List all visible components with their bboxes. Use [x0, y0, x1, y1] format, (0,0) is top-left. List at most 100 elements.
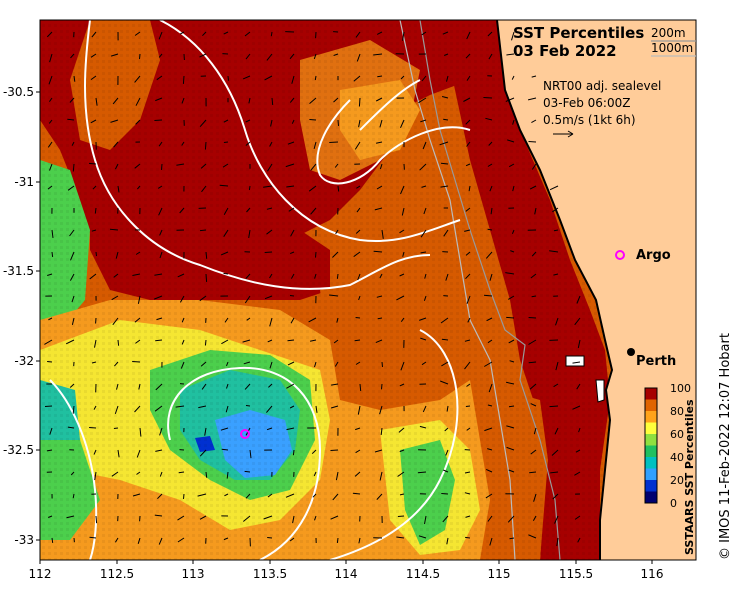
current-vector [379, 163, 383, 170]
current-vector [398, 427, 405, 433]
current-vector [488, 383, 493, 393]
argo-float-marker-ocean [240, 429, 250, 439]
x-tick-label: 115 [488, 567, 511, 581]
current-vector [199, 119, 207, 128]
current-vector [488, 53, 493, 60]
current-vector [508, 469, 515, 473]
current-vector [266, 53, 273, 61]
current-vector [396, 536, 405, 539]
current-vector [466, 31, 471, 40]
current-vector [381, 229, 384, 239]
current-vector [90, 75, 97, 81]
current-vector [177, 515, 185, 521]
current-vector [554, 515, 559, 524]
plot-frame [39, 19, 697, 561]
current-vector [201, 185, 207, 193]
current-vector [114, 405, 119, 415]
current-vector [443, 118, 449, 121]
current-vector [95, 97, 98, 106]
current-vector [244, 470, 251, 473]
current-vector [242, 339, 251, 343]
current-vector [159, 471, 163, 477]
colorbar-swatch [645, 445, 657, 458]
current-vector [373, 250, 383, 253]
current-vector [332, 251, 339, 258]
current-vector [505, 97, 515, 102]
current-vector [113, 273, 119, 278]
current-scale: 0.5m/s (1kt 6h) [543, 113, 636, 127]
current-vector [132, 361, 141, 363]
current-vector [508, 405, 515, 408]
current-vector [289, 405, 295, 409]
current-vector [205, 251, 208, 259]
current-vector [511, 75, 515, 80]
current-vector [333, 339, 339, 344]
current-vector [357, 273, 361, 281]
current-vector [400, 185, 405, 195]
garden-island [595, 379, 605, 403]
current-vector [110, 119, 119, 123]
current-vector [465, 163, 471, 167]
current-vector [551, 449, 559, 456]
current-vector [94, 339, 97, 348]
current-vector [94, 207, 97, 214]
current-vector [489, 273, 493, 281]
current-vector [379, 119, 383, 128]
current-vector [508, 295, 515, 300]
current-vector [443, 469, 449, 473]
colorbar-tick: 80 [670, 405, 684, 418]
current-vector [465, 536, 471, 539]
current-vector [381, 361, 383, 368]
current-vector [553, 229, 559, 232]
current-vector [226, 471, 229, 479]
current-vector [401, 207, 405, 216]
current-vector [506, 53, 515, 56]
current-vector [400, 119, 405, 129]
current-vector [220, 251, 229, 256]
current-vector [264, 251, 273, 253]
current-vector [528, 361, 537, 364]
current-vector [420, 251, 427, 254]
current-vector [73, 75, 76, 82]
current-vector [177, 273, 185, 278]
current-vector [291, 75, 295, 84]
current-vector [419, 163, 427, 171]
current-vector [377, 75, 383, 78]
rottnest-island [565, 355, 585, 367]
current-vector [555, 361, 559, 371]
depth-contour-200m [419, 20, 561, 560]
current-vector [529, 185, 537, 190]
current-vector [156, 75, 163, 81]
current-vector [418, 97, 427, 104]
current-vector [176, 163, 185, 166]
current-vector [533, 427, 537, 435]
current-vector [440, 380, 449, 385]
current-vector [48, 75, 53, 85]
current-vector [248, 229, 251, 238]
current-vector [221, 339, 229, 345]
current-vector [155, 383, 163, 391]
current-vector [90, 119, 97, 124]
perth-label: Perth [636, 354, 676, 369]
current-vector [138, 383, 141, 390]
current-vector [137, 295, 141, 304]
current-scale-arrow [553, 130, 574, 138]
current-vector [182, 75, 185, 84]
current-vector [289, 537, 295, 542]
current-vector [69, 383, 75, 388]
current-vector [288, 207, 295, 212]
current-time: 03-Feb 06:00Z [543, 96, 630, 110]
current-vector [485, 117, 493, 121]
current-vector [446, 537, 449, 545]
current-vector [51, 251, 54, 257]
current-vector [464, 229, 471, 232]
current-vector [109, 228, 119, 231]
current-vector [49, 163, 53, 171]
current-vector [244, 31, 251, 37]
current-vector [381, 383, 383, 390]
current-vector [486, 317, 493, 322]
current-vector [268, 383, 273, 388]
current-vector [290, 229, 295, 237]
current-vector [487, 515, 493, 522]
current-vector [65, 339, 75, 345]
